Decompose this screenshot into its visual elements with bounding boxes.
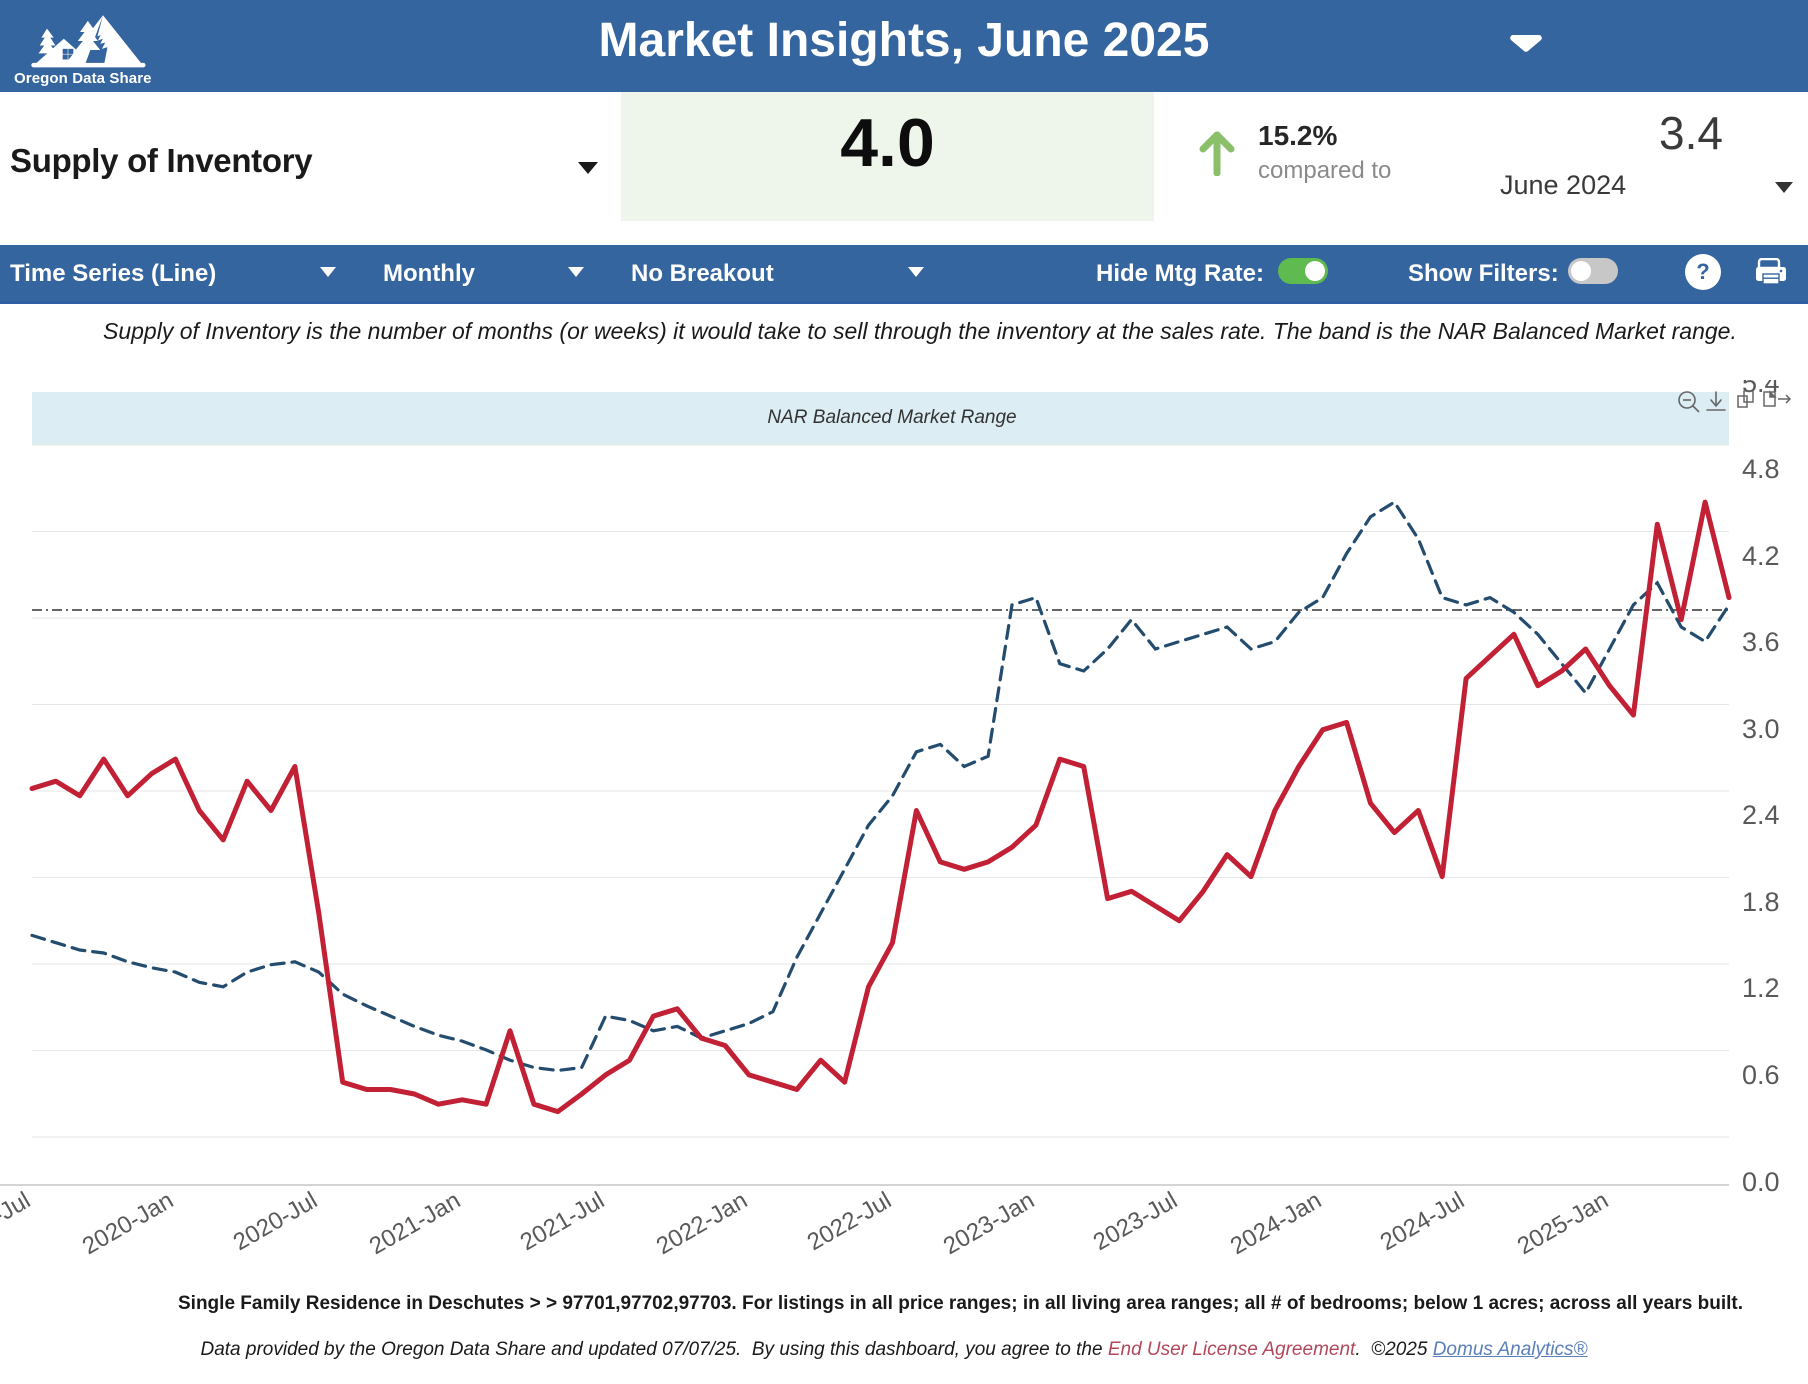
svg-text:2022-Jan: 2022-Jan — [652, 1187, 752, 1260]
svg-text:2024-Jan: 2024-Jan — [1226, 1187, 1326, 1260]
svg-text:4.2: 4.2 — [1742, 541, 1780, 571]
svg-text:2024-Jul: 2024-Jul — [1376, 1187, 1469, 1256]
svg-text:1.2: 1.2 — [1742, 973, 1780, 1003]
svg-text:2.4: 2.4 — [1742, 800, 1780, 830]
svg-text:2021-Jul: 2021-Jul — [516, 1187, 609, 1256]
svg-text:0.6: 0.6 — [1742, 1060, 1780, 1090]
svg-text:3.0: 3.0 — [1742, 714, 1780, 744]
svg-text:0.0: 0.0 — [1742, 1167, 1780, 1197]
svg-text:2020-Jan: 2020-Jan — [78, 1187, 178, 1260]
svg-text:2019-Jul: 2019-Jul — [0, 1187, 35, 1256]
svg-text:4.8: 4.8 — [1742, 454, 1780, 484]
svg-text:2020-Jul: 2020-Jul — [229, 1187, 322, 1256]
svg-text:3.6: 3.6 — [1742, 627, 1780, 657]
svg-text:2025-Jan: 2025-Jan — [1513, 1187, 1613, 1260]
svg-text:2022-Jul: 2022-Jul — [803, 1187, 896, 1256]
svg-text:2021-Jan: 2021-Jan — [365, 1187, 465, 1260]
svg-text:2023-Jan: 2023-Jan — [939, 1187, 1039, 1260]
svg-text:NAR Balanced Market Range: NAR Balanced Market Range — [767, 407, 1016, 428]
svg-text:1.8: 1.8 — [1742, 887, 1780, 917]
svg-text:2023-Jul: 2023-Jul — [1089, 1187, 1182, 1256]
